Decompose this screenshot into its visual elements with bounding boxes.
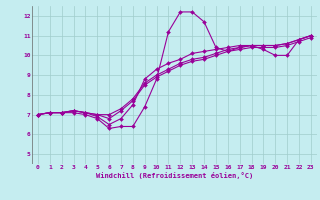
X-axis label: Windchill (Refroidissement éolien,°C): Windchill (Refroidissement éolien,°C) [96,172,253,179]
